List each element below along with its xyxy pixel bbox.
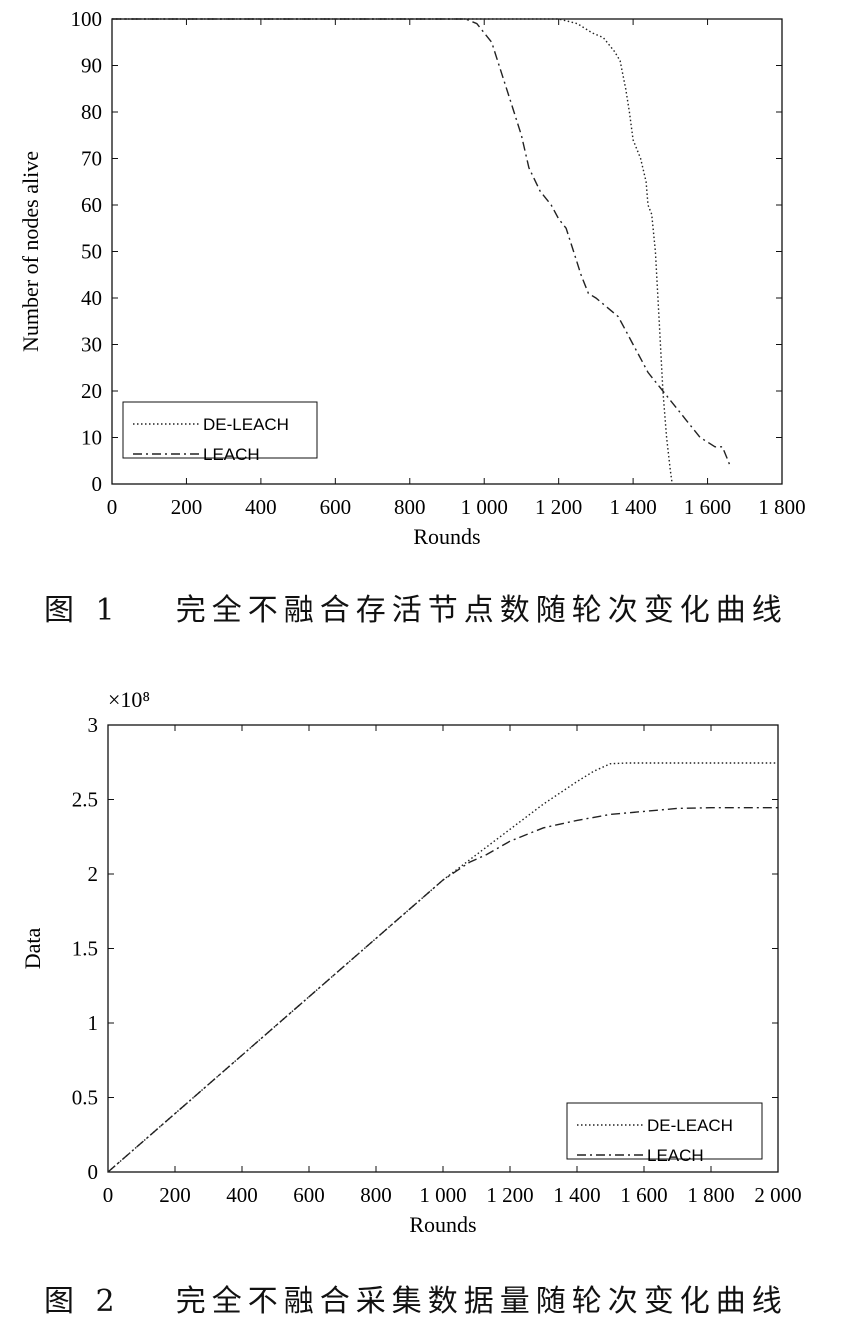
y-tick-label: 1: [88, 1011, 99, 1035]
y-tick-label: 40: [81, 286, 102, 310]
x-tick-label: 1 000: [461, 495, 508, 519]
y-tick-label: 0: [88, 1160, 99, 1184]
x-tick-label: 2 000: [754, 1183, 801, 1207]
y-tick-label: 3: [88, 713, 99, 737]
x-tick-label: 800: [360, 1183, 392, 1207]
figure-1-caption: 图 1 完全不融合存活节点数随轮次变化曲线: [44, 585, 788, 629]
x-tick-label: 400: [226, 1183, 258, 1207]
y-tick-label: 100: [71, 7, 103, 31]
series-line-de-leach: [107, 762, 778, 1173]
y-tick-label: 2.5: [72, 788, 98, 812]
x-tick-label: 1 200: [535, 495, 582, 519]
y-tick-label: 80: [81, 100, 102, 124]
y-tick-label: 90: [81, 54, 102, 78]
chart-nodes-alive: 0 200 400 600 800 1 000 1 200 1 400 1 600 1 800 0 1…: [18, 7, 806, 549]
y-axis-label: Number of nodes alive: [18, 151, 43, 352]
x-tick-label: 1 800: [687, 1183, 734, 1207]
series-line-de-leach: [112, 18, 673, 485]
x-tick-label: 600: [320, 495, 352, 519]
chart-data-collected: 0 200 400 600 800 1 000 1 200 1 400 1 600 1 800 2 …: [20, 687, 802, 1237]
legend-label: DE-LEACH: [647, 1116, 733, 1135]
series-line-leach: [112, 18, 731, 466]
y-tick-label: 2: [88, 862, 99, 886]
y-tick-label: 0.5: [72, 1086, 98, 1110]
y-tick-label: 10: [81, 426, 102, 450]
x-tick-label: 800: [394, 495, 426, 519]
y-axis-label: Data: [20, 928, 45, 970]
series-line-leach: [107, 807, 778, 1173]
x-tick-label: 1 000: [419, 1183, 466, 1207]
x-tick-label: 200: [159, 1183, 191, 1207]
legend-label: LEACH: [203, 445, 260, 464]
y-tick-label: 20: [81, 379, 102, 403]
figure-1-caption-text: 完全不融合存活节点数随轮次变化曲线: [175, 593, 788, 628]
x-tick-label: 1 800: [758, 495, 805, 519]
x-tick-label: 0: [107, 495, 118, 519]
y-axis-multiplier: ×10⁸: [108, 687, 150, 712]
x-tick-label: 1 400: [553, 1183, 600, 1207]
y-tick-label: 50: [81, 240, 102, 264]
y-tick-label: 60: [81, 193, 102, 217]
legend-box: [566, 1102, 763, 1160]
y-tick-label: 30: [81, 333, 102, 357]
legend-label: LEACH: [647, 1146, 704, 1165]
figure-2-caption: 图 2 完全不融合采集数据量随轮次变化曲线: [44, 1276, 788, 1320]
y-tick-label: 1.5: [72, 937, 98, 961]
figure-2-caption-text: 完全不融合采集数据量随轮次变化曲线: [175, 1284, 788, 1319]
x-tick-label: 0: [103, 1183, 114, 1207]
x-tick-label: 1 600: [684, 495, 731, 519]
x-axis-label: Rounds: [413, 524, 480, 549]
y-tick-label: 0: [92, 472, 103, 496]
x-tick-label: 1 200: [486, 1183, 533, 1207]
figure-2-number: 图 2: [44, 1284, 121, 1319]
x-axis-label: Rounds: [409, 1212, 476, 1237]
figure-1-number: 图 1: [44, 593, 121, 628]
x-tick-label: 200: [171, 495, 203, 519]
legend-box: [122, 401, 318, 459]
y-tick-label: 70: [81, 147, 102, 171]
legend-label: DE-LEACH: [203, 415, 289, 434]
x-tick-label: 1 400: [609, 495, 656, 519]
x-tick-label: 600: [293, 1183, 325, 1207]
x-tick-label: 1 600: [620, 1183, 667, 1207]
x-tick-label: 400: [245, 495, 277, 519]
